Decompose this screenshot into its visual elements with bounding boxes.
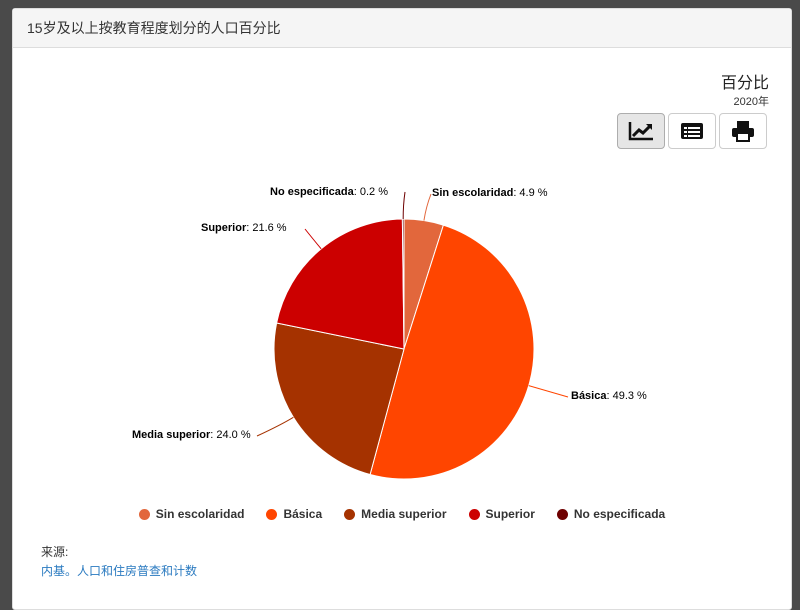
line-chart-icon [628,122,653,141]
data-label-no-especificada: No especificada: 0.2 % [270,186,389,198]
legend-label: Media superior [361,507,447,521]
legend-marker [556,508,568,520]
legend-item-no-especificada[interactable]: No especificada [556,507,666,521]
data-label-media-superior: Media superior: 24.0 % [132,429,251,441]
legend-item-sin-escolaridad[interactable]: Sin escolaridad [138,507,245,521]
legend-marker [344,508,356,520]
pie-chart [256,191,569,480]
connector-line-0 [423,193,432,221]
connector-line-3 [304,228,322,250]
legend-marker [468,508,480,520]
legend-marker [266,508,278,520]
source-link[interactable]: 内基。人口和住房普查和计数 [41,564,198,578]
connector-line-2 [256,416,294,437]
source-label: 来源: [41,545,69,559]
printer-icon [732,121,754,142]
connector-line-1 [528,385,569,398]
data-label-sin-escolaridad: Sin escolaridad: 4.9 % [432,187,548,199]
legend: Sin escolaridad Básica Media superior Su… [13,507,791,521]
pie-slice-3[interactable] [276,218,405,350]
pie-slice-2[interactable] [273,322,405,476]
chart-view-button[interactable] [617,113,665,149]
unit-label: 百分比 [720,75,769,92]
chart-panel: 15岁及以上按教育程度划分的人口百分比 百分比 2020年 Sin escola… [12,8,792,610]
data-label-superior: Superior: 21.6 % [201,222,287,234]
legend-label: Sin escolaridad [155,507,245,521]
connector-line-4 [402,191,406,220]
legend-label: Básica [283,507,323,521]
panel-title: 15岁及以上按教育程度划分的人口百分比 [13,9,791,48]
legend-item-basica[interactable]: Básica [266,507,322,521]
pie-slice-1[interactable] [369,224,535,480]
legend-item-media-superior[interactable]: Media superior [344,507,447,521]
print-button[interactable] [719,113,767,149]
legend-label: No especificada [573,507,666,521]
legend-label: Superior [485,507,535,521]
year-label: 2020年 [733,96,769,108]
table-view-button[interactable] [668,113,716,149]
legend-item-superior[interactable]: Superior [468,507,535,521]
legend-marker [138,508,150,520]
data-label-basica: Básica: 49.3 % [571,390,647,402]
table-icon [681,123,703,139]
